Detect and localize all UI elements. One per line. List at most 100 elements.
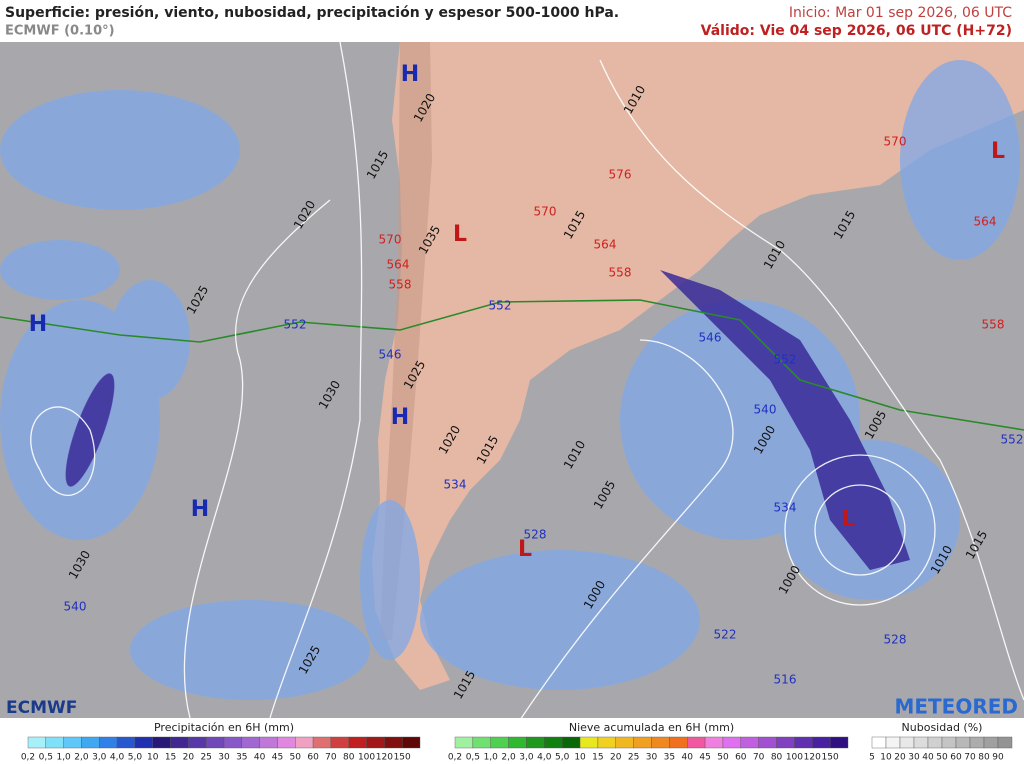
color-swatch xyxy=(579,736,599,749)
color-swatch xyxy=(941,736,957,749)
legend-tick: 80 xyxy=(978,753,990,763)
color-swatch xyxy=(454,736,474,749)
color-swatch xyxy=(722,736,742,749)
legend-tick: 120 xyxy=(376,753,393,763)
pressure-center: L xyxy=(453,222,467,247)
color-swatch xyxy=(188,736,207,749)
legend-tick: 20 xyxy=(894,753,906,763)
meteored-logo: METEORED xyxy=(894,695,1018,719)
legend-tick: 5,0 xyxy=(128,753,143,763)
ecmwf-logo: ECMWF xyxy=(6,698,77,718)
legend-tick: 10 xyxy=(880,753,892,763)
color-swatch xyxy=(223,736,243,749)
color-swatch xyxy=(983,736,999,749)
pressure-center: L xyxy=(841,507,855,532)
thickness-label: 564 xyxy=(387,258,410,272)
legend-tick: 4,0 xyxy=(537,753,552,763)
model: ECMWF (0.10°) xyxy=(5,24,115,39)
color-swatch xyxy=(401,736,421,749)
thickness-label: 558 xyxy=(389,278,412,292)
color-swatch xyxy=(597,736,616,749)
legend-title: Precipitación en 6H (mm) xyxy=(154,721,294,734)
header-bg xyxy=(0,0,1024,42)
color-swatch xyxy=(740,736,759,749)
thickness-label: 570 xyxy=(884,135,907,149)
color-swatch xyxy=(526,736,545,749)
thickness-label: 570 xyxy=(534,205,557,219)
thickness-label: 546 xyxy=(379,348,402,362)
thickness-label: 558 xyxy=(982,318,1005,332)
color-swatch xyxy=(544,736,563,749)
legend-tick: 35 xyxy=(236,753,247,763)
color-swatch xyxy=(794,736,813,749)
legend-tick: 45 xyxy=(272,753,283,763)
legend-tick: 0,5 xyxy=(466,753,480,763)
legend-tick: 3,0 xyxy=(519,753,534,763)
legend-tick: 100 xyxy=(786,753,803,763)
color-swatch xyxy=(927,736,943,749)
legend-tick: 50 xyxy=(936,753,948,763)
thickness-label: 552 xyxy=(284,318,307,332)
color-swatch xyxy=(885,736,901,749)
legend-tick: 70 xyxy=(325,753,337,763)
color-swatch xyxy=(134,736,153,749)
legend-tick: 80 xyxy=(771,753,783,763)
legend-tick: 30 xyxy=(218,753,230,763)
thickness-552-line xyxy=(0,299,1024,431)
legend-tick: 5,0 xyxy=(555,753,570,763)
pressure-center: L xyxy=(518,537,532,562)
thickness-label: 564 xyxy=(594,238,617,252)
color-swatch xyxy=(669,736,688,749)
legend-tick: 70 xyxy=(964,753,976,763)
color-swatch xyxy=(615,736,634,749)
color-swatch xyxy=(241,736,260,749)
legend-tick: 25 xyxy=(200,753,211,763)
color-swatch xyxy=(472,736,491,749)
color-swatch xyxy=(776,736,795,749)
color-swatch xyxy=(508,736,527,749)
legend-tick: 2,0 xyxy=(74,753,89,763)
legend-tick: 3,0 xyxy=(92,753,107,763)
color-swatch xyxy=(829,736,849,749)
legend-tick: 20 xyxy=(610,753,622,763)
color-swatch xyxy=(170,736,189,749)
thickness-label: 558 xyxy=(609,266,632,280)
legend-title: Nubosidad (%) xyxy=(902,721,983,734)
color-swatch xyxy=(330,736,349,749)
color-swatch xyxy=(348,736,367,749)
color-swatch xyxy=(99,736,118,749)
color-swatch xyxy=(384,736,403,749)
color-swatch xyxy=(871,736,887,749)
color-swatch xyxy=(259,736,278,749)
color-swatch xyxy=(205,736,225,749)
legend-tick: 70 xyxy=(753,753,765,763)
legend-tick: 150 xyxy=(822,753,839,763)
legend-tick: 150 xyxy=(394,753,411,763)
legend-tick: 90 xyxy=(992,753,1004,763)
color-swatch xyxy=(152,736,171,749)
legend-tick: 0,2 xyxy=(21,753,35,763)
pressure-center: H xyxy=(401,62,419,87)
land xyxy=(372,42,1024,690)
thickness-label: 522 xyxy=(714,628,737,642)
thickness-label: 546 xyxy=(699,331,722,345)
color-swatch xyxy=(913,736,929,749)
color-swatch xyxy=(63,736,82,749)
color-swatch xyxy=(899,736,915,749)
title: Superficie: presión, viento, nubosidad, … xyxy=(5,5,619,21)
thickness-label: 534 xyxy=(774,501,797,515)
legend-tick: 25 xyxy=(628,753,639,763)
thickness-label: 540 xyxy=(754,403,777,417)
color-swatch xyxy=(704,736,724,749)
thickness-label: 516 xyxy=(774,673,797,687)
legend-tick: 35 xyxy=(664,753,675,763)
legend-tick: 15 xyxy=(165,753,176,763)
legend-tick: 2,0 xyxy=(501,753,516,763)
color-swatch xyxy=(366,736,385,749)
thickness-label: 570 xyxy=(379,233,402,247)
color-swatch xyxy=(312,736,332,749)
color-swatch xyxy=(490,736,509,749)
legend-tick: 40 xyxy=(922,753,934,763)
legend-tick: 40 xyxy=(682,753,694,763)
